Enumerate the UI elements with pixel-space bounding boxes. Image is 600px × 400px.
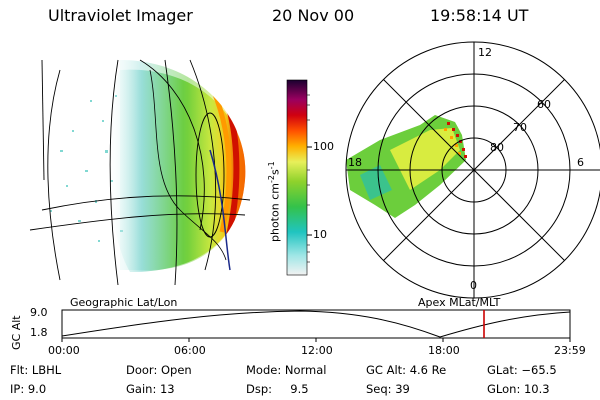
altitude-plot: [61, 309, 571, 342]
seq-readout: Seq: 39: [366, 382, 410, 396]
time-tick-0000: 00:00: [48, 344, 80, 357]
time-label: 19:58:14 UT: [430, 6, 529, 25]
mlt-label-6: 6: [577, 156, 584, 169]
filter-readout: Flt: LBHL: [10, 363, 62, 377]
mlt-label-12: 12: [478, 46, 492, 59]
glat-readout: GLat: −65.5: [487, 363, 557, 377]
date-label: 20 Nov 00: [272, 6, 355, 25]
ip-readout: IP: 9.0: [10, 382, 47, 396]
dsp-readout: Dsp: 9.5: [246, 382, 309, 396]
instrument-title: Ultraviolet Imager: [48, 6, 193, 25]
gc-alt-readout: GC Alt: 4.6 Re: [366, 363, 447, 377]
intensity-colorbar: [286, 79, 312, 276]
lat-label-80: 80: [490, 141, 504, 154]
apex-label: Apex MLat/MLT: [418, 296, 501, 309]
altitude-tick-high: 9.0: [30, 306, 48, 319]
door-readout: Door: Open: [126, 363, 192, 377]
earth-image: [29, 59, 251, 286]
altitude-axis-label: GC Alt: [10, 315, 23, 350]
time-tick-2359: 23:59: [554, 344, 586, 357]
polar-mlt-plot: [345, 41, 600, 299]
colorbar-tick-10: 10: [313, 228, 327, 241]
time-tick-0600: 06:00: [174, 344, 206, 357]
altitude-tick-low: 1.8: [30, 326, 48, 339]
colorbar-label: photon cm-2s-1: [267, 161, 282, 242]
geographic-label: Geographic Lat/Lon: [70, 296, 178, 309]
time-tick-1800: 18:00: [428, 344, 460, 357]
time-tick-1200: 12:00: [301, 344, 333, 357]
colorbar-tick-100: 100: [313, 140, 334, 153]
glon-readout: GLon: 10.3: [487, 382, 550, 396]
mlt-label-18: 18: [348, 156, 362, 169]
lat-label-60: 60: [537, 98, 551, 111]
mlt-label-0: 0: [470, 279, 477, 292]
lat-label-70: 70: [513, 121, 527, 134]
gain-readout: Gain: 13: [126, 382, 175, 396]
mode-readout: Mode: Normal: [246, 363, 327, 377]
